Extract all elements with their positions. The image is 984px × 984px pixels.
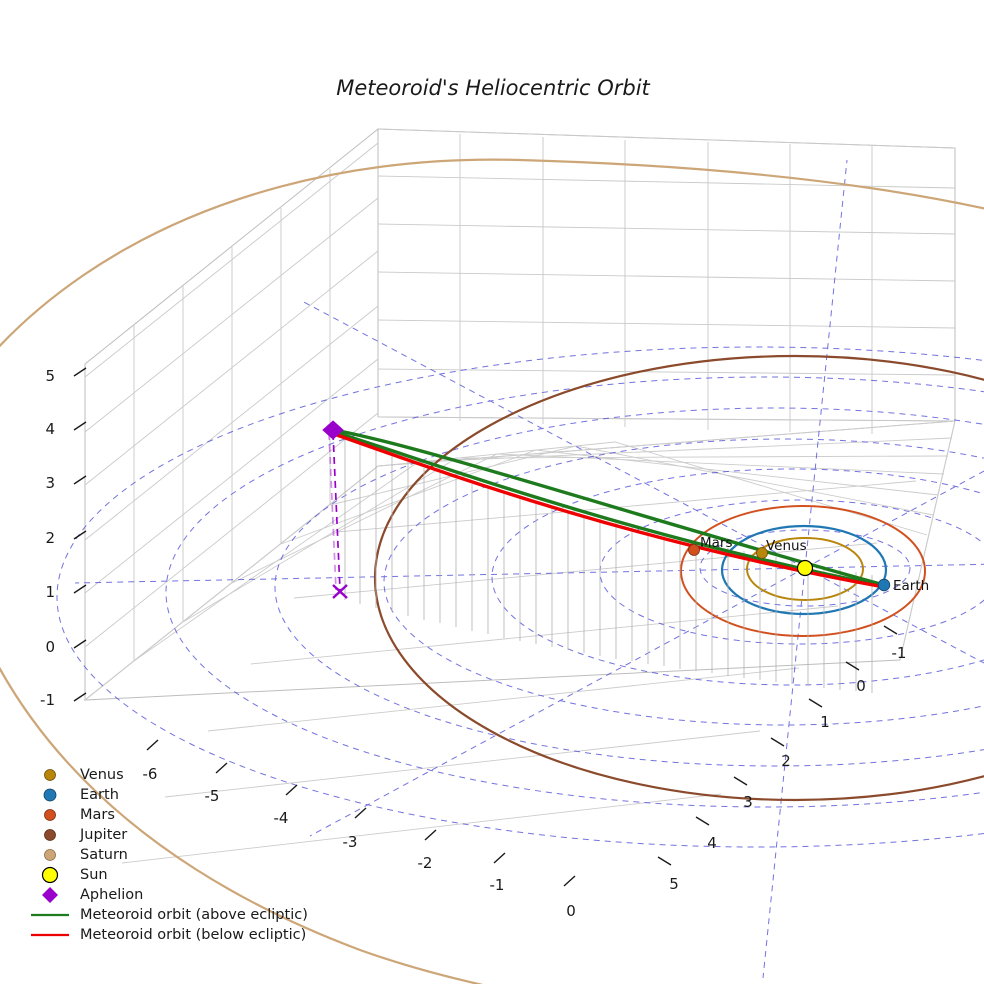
- venus-label: Venus: [766, 538, 807, 554]
- legend-label-saturn: Saturn: [80, 847, 128, 863]
- x-tick-3: -3: [343, 833, 358, 851]
- meteoroid-orbit-below-ecliptic: [332, 432, 886, 589]
- legend-item-venus[interactable]: Venus: [44, 767, 124, 783]
- polar-grid-overlay: [56, 159, 984, 979]
- earth-label: Earth: [893, 578, 929, 594]
- legend-item-aphelion[interactable]: Aphelion: [42, 887, 143, 903]
- body-markers: [688, 544, 891, 592]
- venus-orbit: [746, 537, 864, 601]
- legend-item-below-ecliptic[interactable]: Meteoroid orbit (below ecliptic): [31, 927, 306, 943]
- earth-orbit: [720, 524, 888, 616]
- circle-marker-icon: [41, 866, 59, 884]
- aphelion-dropline: [332, 432, 341, 591]
- venus-marker: [756, 547, 768, 559]
- z-tick-3: 2: [45, 529, 55, 547]
- page-title: Meteoroid's Heliocentric Orbit: [336, 76, 650, 100]
- legend-item-jupiter[interactable]: Jupiter: [44, 827, 128, 843]
- legend-label-aphelion: Aphelion: [80, 887, 143, 903]
- y-tick-1: 0: [856, 677, 866, 695]
- circle-marker-icon: [44, 829, 56, 841]
- jupiter-orbit: [374, 354, 984, 802]
- legend-label-sun: Sun: [80, 867, 108, 883]
- x-tick-5: -1: [490, 876, 505, 894]
- meteoroid-orbit-above-ecliptic-2: [332, 430, 886, 588]
- legend-label-below-ecliptic: Meteoroid orbit (below ecliptic): [80, 927, 306, 943]
- z-tick-5: 0: [45, 638, 55, 656]
- circle-marker-icon: [43, 788, 57, 802]
- legend-item-mars[interactable]: Mars: [44, 807, 115, 823]
- circle-marker-icon: [44, 769, 56, 781]
- body-labels: Mars Venus Earth: [700, 535, 929, 594]
- y-tick-3: 2: [781, 752, 791, 770]
- legend: Venus Earth Mars Jupiter Saturn Sun: [31, 767, 308, 943]
- planet-orbits: [0, 158, 984, 984]
- z-axis-tick-labels: 5 4 3 2 1 0 -1: [40, 367, 55, 709]
- legend-item-sun[interactable]: Sun: [41, 866, 108, 884]
- back-wall-pane: [84, 127, 956, 701]
- y-tick-2: 1: [820, 713, 830, 731]
- z-tick-4: 1: [45, 583, 55, 601]
- x-tick-6: 0: [566, 902, 576, 920]
- diamond-marker-icon: [42, 887, 58, 903]
- mars-orbit: [680, 505, 926, 637]
- x-tick-0: -6: [143, 765, 158, 783]
- legend-label-earth: Earth: [80, 787, 119, 803]
- meteoroid-orbit-above-ecliptic: [332, 428, 886, 587]
- legend-label-mars: Mars: [80, 807, 115, 823]
- circle-marker-icon: [44, 809, 56, 821]
- y-tick-0: -1: [892, 644, 907, 662]
- circle-marker-icon: [44, 849, 56, 861]
- aphelion-projection-x-marker: [332, 584, 348, 599]
- sun-marker: [796, 559, 814, 577]
- x-tick-2: -4: [274, 809, 289, 827]
- saturn-orbit-lower: [0, 666, 484, 984]
- floor-pane-grid: [83, 420, 956, 864]
- mars-label: Mars: [700, 535, 733, 551]
- orbit-droplines: [344, 438, 873, 693]
- x-axis-tick-labels: -6 -5 -4 -3 -2 -1 0: [143, 765, 576, 920]
- y-axis-tick-labels: -1 0 1 2 3 4 5: [669, 644, 906, 893]
- legend-item-saturn[interactable]: Saturn: [44, 847, 128, 863]
- legend-label-venus: Venus: [80, 767, 124, 783]
- aphelion-diamond-marker: [322, 420, 344, 440]
- axis-ticks: [73, 367, 898, 887]
- legend-label-jupiter: Jupiter: [79, 827, 127, 843]
- z-tick-0: 5: [45, 367, 55, 385]
- x-tick-4: -2: [418, 854, 433, 872]
- aphelion-dropline-shadow: [328, 432, 337, 591]
- legend-item-earth[interactable]: Earth: [43, 787, 119, 803]
- x-tick-1: -5: [205, 787, 220, 805]
- meteoroid-orbit: [332, 428, 886, 589]
- z-tick-2: 3: [45, 474, 55, 492]
- y-tick-5: 4: [707, 834, 717, 852]
- y-tick-4: 3: [743, 793, 753, 811]
- legend-item-above-ecliptic[interactable]: Meteoroid orbit (above ecliptic): [31, 907, 308, 923]
- z-tick-6: -1: [40, 691, 55, 709]
- aphelion-group: [322, 420, 348, 599]
- saturn-orbit: [0, 158, 984, 348]
- legend-label-above-ecliptic: Meteoroid orbit (above ecliptic): [80, 907, 308, 923]
- mars-marker: [688, 544, 700, 556]
- earth-marker: [877, 578, 891, 592]
- y-tick-6: 5: [669, 875, 679, 893]
- z-tick-1: 4: [45, 420, 55, 438]
